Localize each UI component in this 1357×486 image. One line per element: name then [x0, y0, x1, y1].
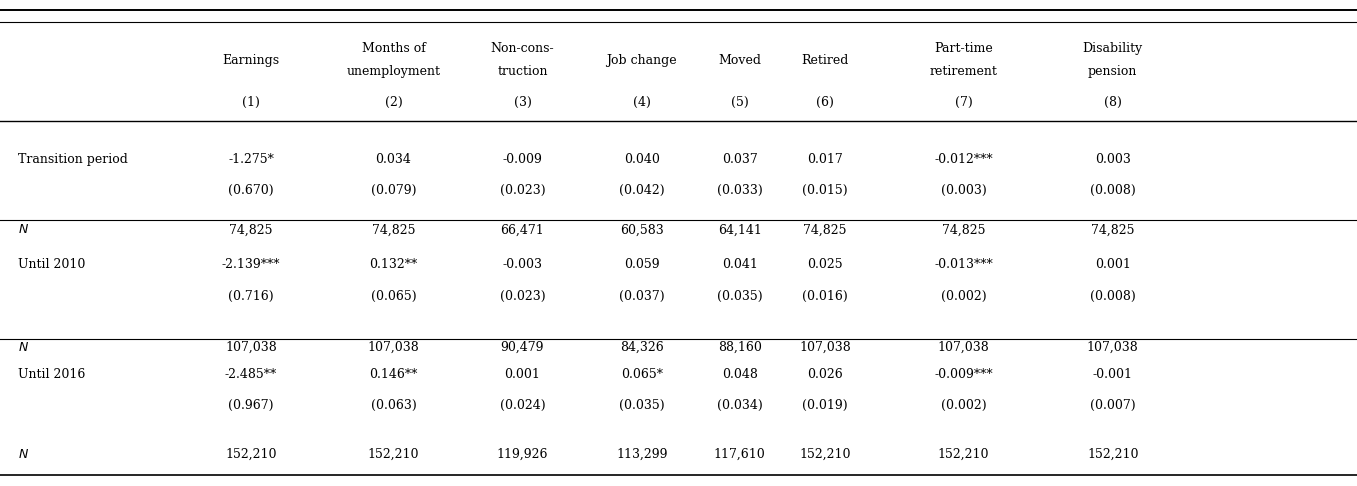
Text: (0.033): (0.033) [716, 184, 763, 197]
Text: $\mathit{N}$: $\mathit{N}$ [18, 341, 28, 354]
Text: -2.139***: -2.139*** [221, 259, 281, 271]
Text: 74,825: 74,825 [942, 224, 985, 236]
Text: pension: pension [1088, 65, 1137, 78]
Text: (0.716): (0.716) [228, 290, 274, 303]
Text: 64,141: 64,141 [718, 224, 761, 236]
Text: 152,210: 152,210 [1087, 448, 1139, 461]
Text: (0.042): (0.042) [619, 184, 665, 197]
Text: Retired: Retired [802, 53, 848, 67]
Text: 0.026: 0.026 [807, 368, 843, 381]
Text: 152,210: 152,210 [799, 448, 851, 461]
Text: -0.001: -0.001 [1092, 368, 1133, 381]
Text: -1.275*: -1.275* [228, 153, 274, 166]
Text: (0.008): (0.008) [1090, 184, 1136, 197]
Text: (0.035): (0.035) [716, 290, 763, 303]
Text: (0.003): (0.003) [940, 184, 987, 197]
Text: 0.048: 0.048 [722, 368, 757, 381]
Text: (0.079): (0.079) [370, 184, 417, 197]
Text: 152,210: 152,210 [225, 448, 277, 461]
Text: (0.023): (0.023) [499, 184, 546, 197]
Text: unemployment: unemployment [346, 65, 441, 78]
Text: -0.009***: -0.009*** [934, 368, 993, 381]
Text: (3): (3) [513, 96, 532, 108]
Text: Part-time: Part-time [934, 42, 993, 55]
Text: (6): (6) [816, 96, 835, 108]
Text: (0.035): (0.035) [619, 399, 665, 412]
Text: Earnings: Earnings [223, 53, 280, 67]
Text: (0.063): (0.063) [370, 399, 417, 412]
Text: -0.009: -0.009 [502, 153, 543, 166]
Text: 90,479: 90,479 [501, 341, 544, 354]
Text: 0.041: 0.041 [722, 259, 757, 271]
Text: 74,825: 74,825 [803, 224, 847, 236]
Text: retirement: retirement [930, 65, 997, 78]
Text: 117,610: 117,610 [714, 448, 765, 461]
Text: 152,210: 152,210 [368, 448, 419, 461]
Text: (4): (4) [632, 96, 651, 108]
Text: (0.670): (0.670) [228, 184, 274, 197]
Text: 84,326: 84,326 [620, 341, 664, 354]
Text: -0.012***: -0.012*** [934, 153, 993, 166]
Text: Job change: Job change [607, 53, 677, 67]
Text: 119,926: 119,926 [497, 448, 548, 461]
Text: 0.025: 0.025 [807, 259, 843, 271]
Text: Moved: Moved [718, 53, 761, 67]
Text: -0.013***: -0.013*** [934, 259, 993, 271]
Text: 0.059: 0.059 [624, 259, 660, 271]
Text: 60,583: 60,583 [620, 224, 664, 236]
Text: Transition period: Transition period [18, 153, 128, 166]
Text: (0.024): (0.024) [499, 399, 546, 412]
Text: 107,038: 107,038 [225, 341, 277, 354]
Text: truction: truction [497, 65, 548, 78]
Text: (0.065): (0.065) [370, 290, 417, 303]
Text: Non-cons-: Non-cons- [491, 42, 554, 55]
Text: $\mathit{N}$: $\mathit{N}$ [18, 448, 28, 461]
Text: 0.065*: 0.065* [622, 368, 662, 381]
Text: (2): (2) [384, 96, 403, 108]
Text: 107,038: 107,038 [938, 341, 989, 354]
Text: 74,825: 74,825 [229, 224, 273, 236]
Text: 0.001: 0.001 [505, 368, 540, 381]
Text: (0.015): (0.015) [802, 184, 848, 197]
Text: (0.008): (0.008) [1090, 290, 1136, 303]
Text: (0.019): (0.019) [802, 399, 848, 412]
Text: Months of: Months of [361, 42, 426, 55]
Text: 107,038: 107,038 [368, 341, 419, 354]
Text: 66,471: 66,471 [501, 224, 544, 236]
Text: Disability: Disability [1083, 42, 1143, 55]
Text: 0.001: 0.001 [1095, 259, 1130, 271]
Text: -2.485**: -2.485** [225, 368, 277, 381]
Text: (0.002): (0.002) [940, 399, 987, 412]
Text: (8): (8) [1103, 96, 1122, 108]
Text: 0.017: 0.017 [807, 153, 843, 166]
Text: (0.002): (0.002) [940, 290, 987, 303]
Text: 107,038: 107,038 [1087, 341, 1139, 354]
Text: 0.146**: 0.146** [369, 368, 418, 381]
Text: 0.037: 0.037 [722, 153, 757, 166]
Text: 113,299: 113,299 [616, 448, 668, 461]
Text: (0.016): (0.016) [802, 290, 848, 303]
Text: 107,038: 107,038 [799, 341, 851, 354]
Text: (0.037): (0.037) [619, 290, 665, 303]
Text: 74,825: 74,825 [1091, 224, 1134, 236]
Text: 88,160: 88,160 [718, 341, 761, 354]
Text: (0.034): (0.034) [716, 399, 763, 412]
Text: (1): (1) [242, 96, 261, 108]
Text: (0.023): (0.023) [499, 290, 546, 303]
Text: 74,825: 74,825 [372, 224, 415, 236]
Text: (5): (5) [730, 96, 749, 108]
Text: 0.040: 0.040 [624, 153, 660, 166]
Text: 152,210: 152,210 [938, 448, 989, 461]
Text: (0.007): (0.007) [1090, 399, 1136, 412]
Text: Until 2016: Until 2016 [18, 368, 85, 381]
Text: 0.003: 0.003 [1095, 153, 1130, 166]
Text: (7): (7) [954, 96, 973, 108]
Text: (0.967): (0.967) [228, 399, 274, 412]
Text: 0.132**: 0.132** [369, 259, 418, 271]
Text: -0.003: -0.003 [502, 259, 543, 271]
Text: $\mathit{N}$: $\mathit{N}$ [18, 224, 28, 236]
Text: Until 2010: Until 2010 [18, 259, 85, 271]
Text: 0.034: 0.034 [376, 153, 411, 166]
